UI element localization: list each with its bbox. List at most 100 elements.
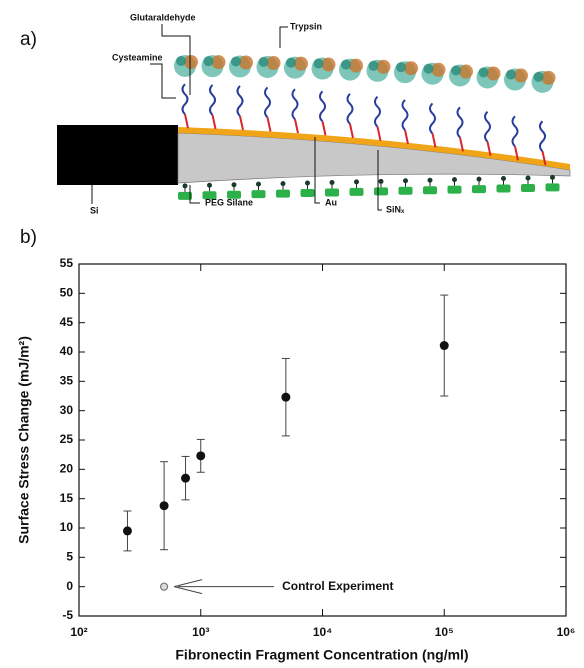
y-tick-label: 25	[60, 432, 74, 446]
trypsin	[423, 63, 434, 74]
trypsin	[211, 55, 226, 70]
trypsin	[431, 62, 446, 77]
trypsin	[239, 55, 253, 70]
diagram-label: PEG Silane	[205, 197, 253, 207]
cysteamine	[349, 123, 354, 139]
leader	[150, 63, 176, 99]
peg-silane	[374, 187, 388, 196]
cysteamine	[184, 113, 189, 129]
annotation: Control Experiment	[282, 579, 393, 593]
peg-head	[525, 175, 531, 181]
diagram-label: Glutaraldehyde	[130, 12, 196, 22]
trypsin	[459, 64, 473, 79]
trypsin	[286, 57, 296, 68]
diagram-label: Trypsin	[290, 21, 322, 31]
peg-head	[329, 179, 335, 185]
point	[439, 341, 449, 351]
peg-silane	[496, 184, 511, 193]
point	[122, 526, 132, 536]
peg-silane	[398, 186, 413, 195]
cysteamine	[294, 119, 299, 134]
trypsin	[294, 56, 308, 71]
leader	[189, 185, 200, 204]
cysteamine	[404, 129, 409, 145]
y-tick-label: 20	[60, 462, 74, 476]
peg-silane	[447, 185, 462, 194]
glutaraldehyde	[511, 115, 519, 147]
trypsin	[341, 59, 351, 70]
y-tick-label: 45	[60, 315, 74, 329]
peg-silane	[521, 183, 535, 192]
trypsin	[506, 69, 516, 80]
diagram-label: SiNₓ	[386, 204, 405, 214]
trypsin	[176, 56, 186, 67]
point	[159, 501, 169, 511]
cysteamine	[486, 141, 492, 156]
peg-silane	[349, 187, 364, 196]
cysteamine	[514, 146, 519, 161]
molecules	[174, 55, 560, 200]
cysteamine	[541, 151, 547, 166]
peg-silane	[276, 189, 290, 198]
peg-silane	[251, 190, 266, 199]
glutaraldehyde	[236, 85, 244, 117]
point	[196, 451, 206, 461]
peg-head	[305, 180, 310, 186]
trypsin	[368, 60, 379, 71]
leader-lines	[91, 24, 382, 211]
x-tick-label: 10⁵	[435, 625, 454, 639]
y-tick-label: 40	[60, 344, 74, 358]
y-tick-label: 30	[60, 403, 74, 417]
y-tick-label: 50	[60, 286, 74, 300]
y-axis-title: Surface Stress Change (mJ/m²)	[16, 336, 32, 544]
glutaraldehyde	[539, 120, 546, 152]
glutaraldehyde	[181, 83, 189, 115]
peg-head	[207, 182, 212, 188]
x-tick-label: 10³	[192, 625, 209, 639]
x-tick-label: 10⁶	[557, 625, 576, 639]
glutaraldehyde	[401, 99, 409, 131]
panel-label: b)	[20, 227, 37, 248]
chart: Fibronectin Fragment Concentration (ng/m…	[16, 256, 576, 663]
cysteamine	[239, 115, 244, 131]
peg-silane	[300, 189, 315, 198]
glutaraldehyde	[374, 95, 381, 128]
x-tick-label: 10²	[70, 625, 87, 639]
sin-layer	[177, 132, 571, 184]
trypsin	[321, 57, 336, 72]
glutaraldehyde	[291, 88, 299, 120]
leader	[161, 24, 191, 95]
trypsin	[258, 57, 269, 68]
trypsin	[231, 56, 241, 67]
plot-frame	[78, 263, 567, 617]
diagram: a) Glutaraldehyde Trypsin Cysteamine Si …	[20, 12, 571, 248]
leader	[279, 26, 288, 48]
trypsin	[313, 58, 324, 69]
cysteamine	[431, 133, 437, 148]
au-layer	[178, 127, 570, 170]
peg-silane	[545, 183, 560, 192]
trypsin	[514, 68, 528, 83]
leader	[314, 137, 320, 204]
peg-head	[501, 176, 506, 182]
x-tick-label: 10⁴	[313, 625, 332, 639]
peg-head	[354, 179, 359, 185]
peg-silane	[325, 188, 339, 197]
peg-silane	[423, 186, 437, 195]
glutaraldehyde	[429, 102, 436, 135]
peg-head	[452, 177, 457, 183]
peg-head	[182, 183, 188, 189]
trypsin	[349, 58, 363, 73]
y-tick-label: 10	[60, 520, 74, 534]
point	[181, 473, 191, 483]
glutaraldehyde	[484, 110, 491, 143]
point	[281, 392, 291, 402]
peg-head	[550, 174, 555, 180]
glutaraldehyde	[456, 106, 464, 139]
y-tick-label: 0	[66, 579, 73, 593]
diagram-label: Cysteamine	[112, 52, 163, 62]
y-tick-label: 15	[60, 491, 74, 505]
peg-head	[280, 181, 286, 187]
peg-head	[403, 178, 408, 184]
